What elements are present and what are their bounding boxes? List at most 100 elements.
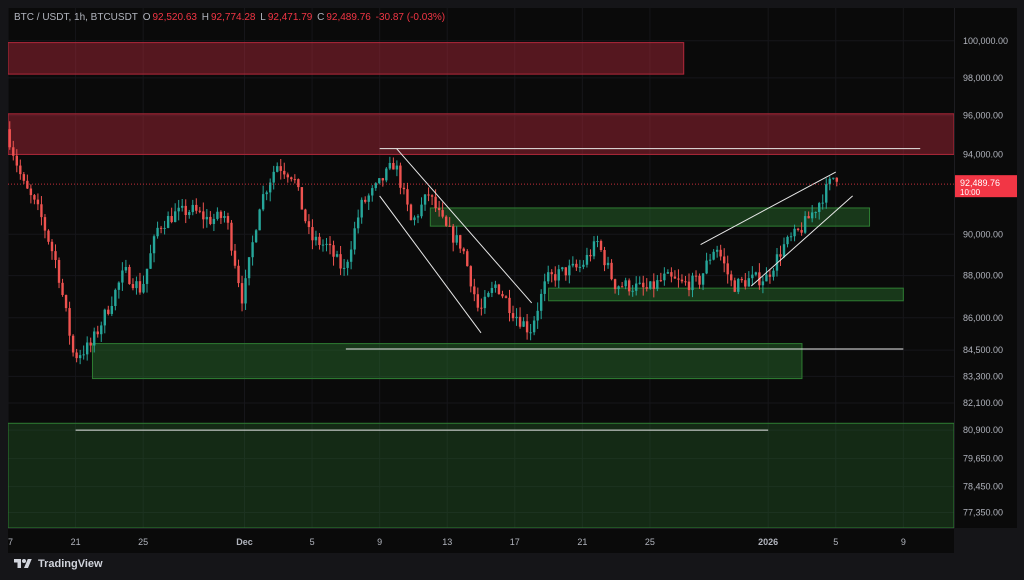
demand-zone-3[interactable] [7,422,955,529]
candle-106 [381,177,385,187]
candle-body-186 [663,273,666,281]
candle-body-98 [353,228,356,250]
candle-body-133 [476,294,480,308]
candle-body-230 [818,203,821,213]
time-axis[interactable]: 17 21 25 Dec 5 9 13 17 21 25 2026 5 9 [3,528,954,553]
candle-29 [110,296,114,317]
candle-54 [198,206,202,214]
candle-12 [50,239,54,260]
price-tick-12: 78,450.00 [963,482,1003,492]
candle-body-114 [409,204,413,221]
candle-body-76 [276,166,279,172]
candle-56 [205,209,209,228]
candle-body-143 [511,313,515,319]
candle-140 [501,290,504,299]
candle-body-126 [451,226,455,243]
candle-213 [758,263,761,290]
candle-body-147 [525,321,529,333]
candle-body-122 [437,208,441,211]
candle-53 [195,198,198,214]
candle-body-37 [138,281,142,293]
candle-body-103 [371,188,374,196]
tradingview-logo[interactable]: TradingView [14,557,103,571]
candle-196 [698,273,701,289]
price-chart[interactable] [7,8,955,529]
trend-line-3[interactable] [750,195,853,287]
candle-body-1 [12,147,15,156]
candle-body-226 [803,216,807,233]
demand-zone-0[interactable] [429,207,871,227]
trend-line-2[interactable] [700,171,836,245]
candle-body-50 [184,205,187,216]
candle-body-51 [188,212,191,216]
chart-pane[interactable] [7,8,955,529]
candle-6 [29,184,33,204]
candle-body-100 [360,199,363,218]
candle-body-176 [627,280,631,292]
candle-body-205 [730,274,733,281]
candle-body-72 [261,194,265,210]
tradingview-icon [14,559,32,568]
candle-114 [409,203,413,221]
candle-body-92 [332,245,335,257]
time-tick-6: 13 [442,537,452,547]
candle-body-140 [501,294,504,297]
candle-body-214 [761,281,765,286]
candle-18 [71,334,75,357]
candle-64 [233,243,237,269]
candle-69 [251,235,254,266]
price-axis-svg: 100,000.00 98,000.00 96,000.00 94,000.00 90,… [955,36,1017,517]
candle-body-54 [198,210,202,212]
candle-197 [701,272,705,291]
price-tick-0: 100,000.00 [963,36,1008,46]
candle-13 [54,244,57,269]
trend-line-0[interactable] [396,148,533,304]
candle-body-144 [515,316,518,319]
candle-body-96 [346,261,349,268]
price-tick-6: 86,000.00 [963,313,1003,323]
candle-body-202 [719,249,722,257]
candle-107 [385,167,388,183]
candle-51 [188,209,191,219]
candle-68 [247,256,251,286]
candle-body-21 [82,354,85,356]
candle-body-63 [230,222,233,251]
candle-body-199 [708,259,712,261]
candle-body-128 [459,235,462,249]
candle-body-24 [93,331,96,346]
candle-108 [388,156,392,171]
demand-zone-1[interactable] [548,287,904,302]
trend-line-1[interactable] [379,195,482,334]
candle-109 [392,157,395,170]
candle-42 [156,221,159,239]
time-tick-4: 5 [310,537,315,547]
candle-body-77 [279,166,282,171]
candle-233 [828,176,831,191]
last-price-countdown: 10:00 [960,188,981,197]
candle-22 [85,336,89,361]
candle-130 [466,249,469,267]
candle-112 [402,182,406,195]
candle-body-158 [564,267,568,276]
footer-bar: TradingView [8,554,1016,576]
candle-45 [166,211,170,229]
candle-228 [810,204,814,223]
candle-body-39 [145,268,149,284]
candle-body-211 [751,274,754,279]
candle-body-32 [121,270,124,283]
symbol-label[interactable]: BTC / USDT, 1h, BTCUSDT [14,12,138,23]
candle-body-232 [825,184,828,203]
candle-89 [321,239,325,252]
candle-body-231 [821,202,824,204]
candle-body-30 [114,289,117,306]
price-axis[interactable]: 100,000.00 98,000.00 96,000.00 94,000.00 90,… [954,8,1017,528]
candle-146 [522,317,525,328]
candle-38 [142,275,145,294]
candle-178 [635,276,638,296]
candle-187 [666,269,670,274]
candle-231 [821,194,824,210]
candle-body-163 [582,264,585,267]
candle-193 [687,273,691,297]
candle-body-2 [15,155,18,166]
supply-zone-0[interactable] [7,42,685,75]
